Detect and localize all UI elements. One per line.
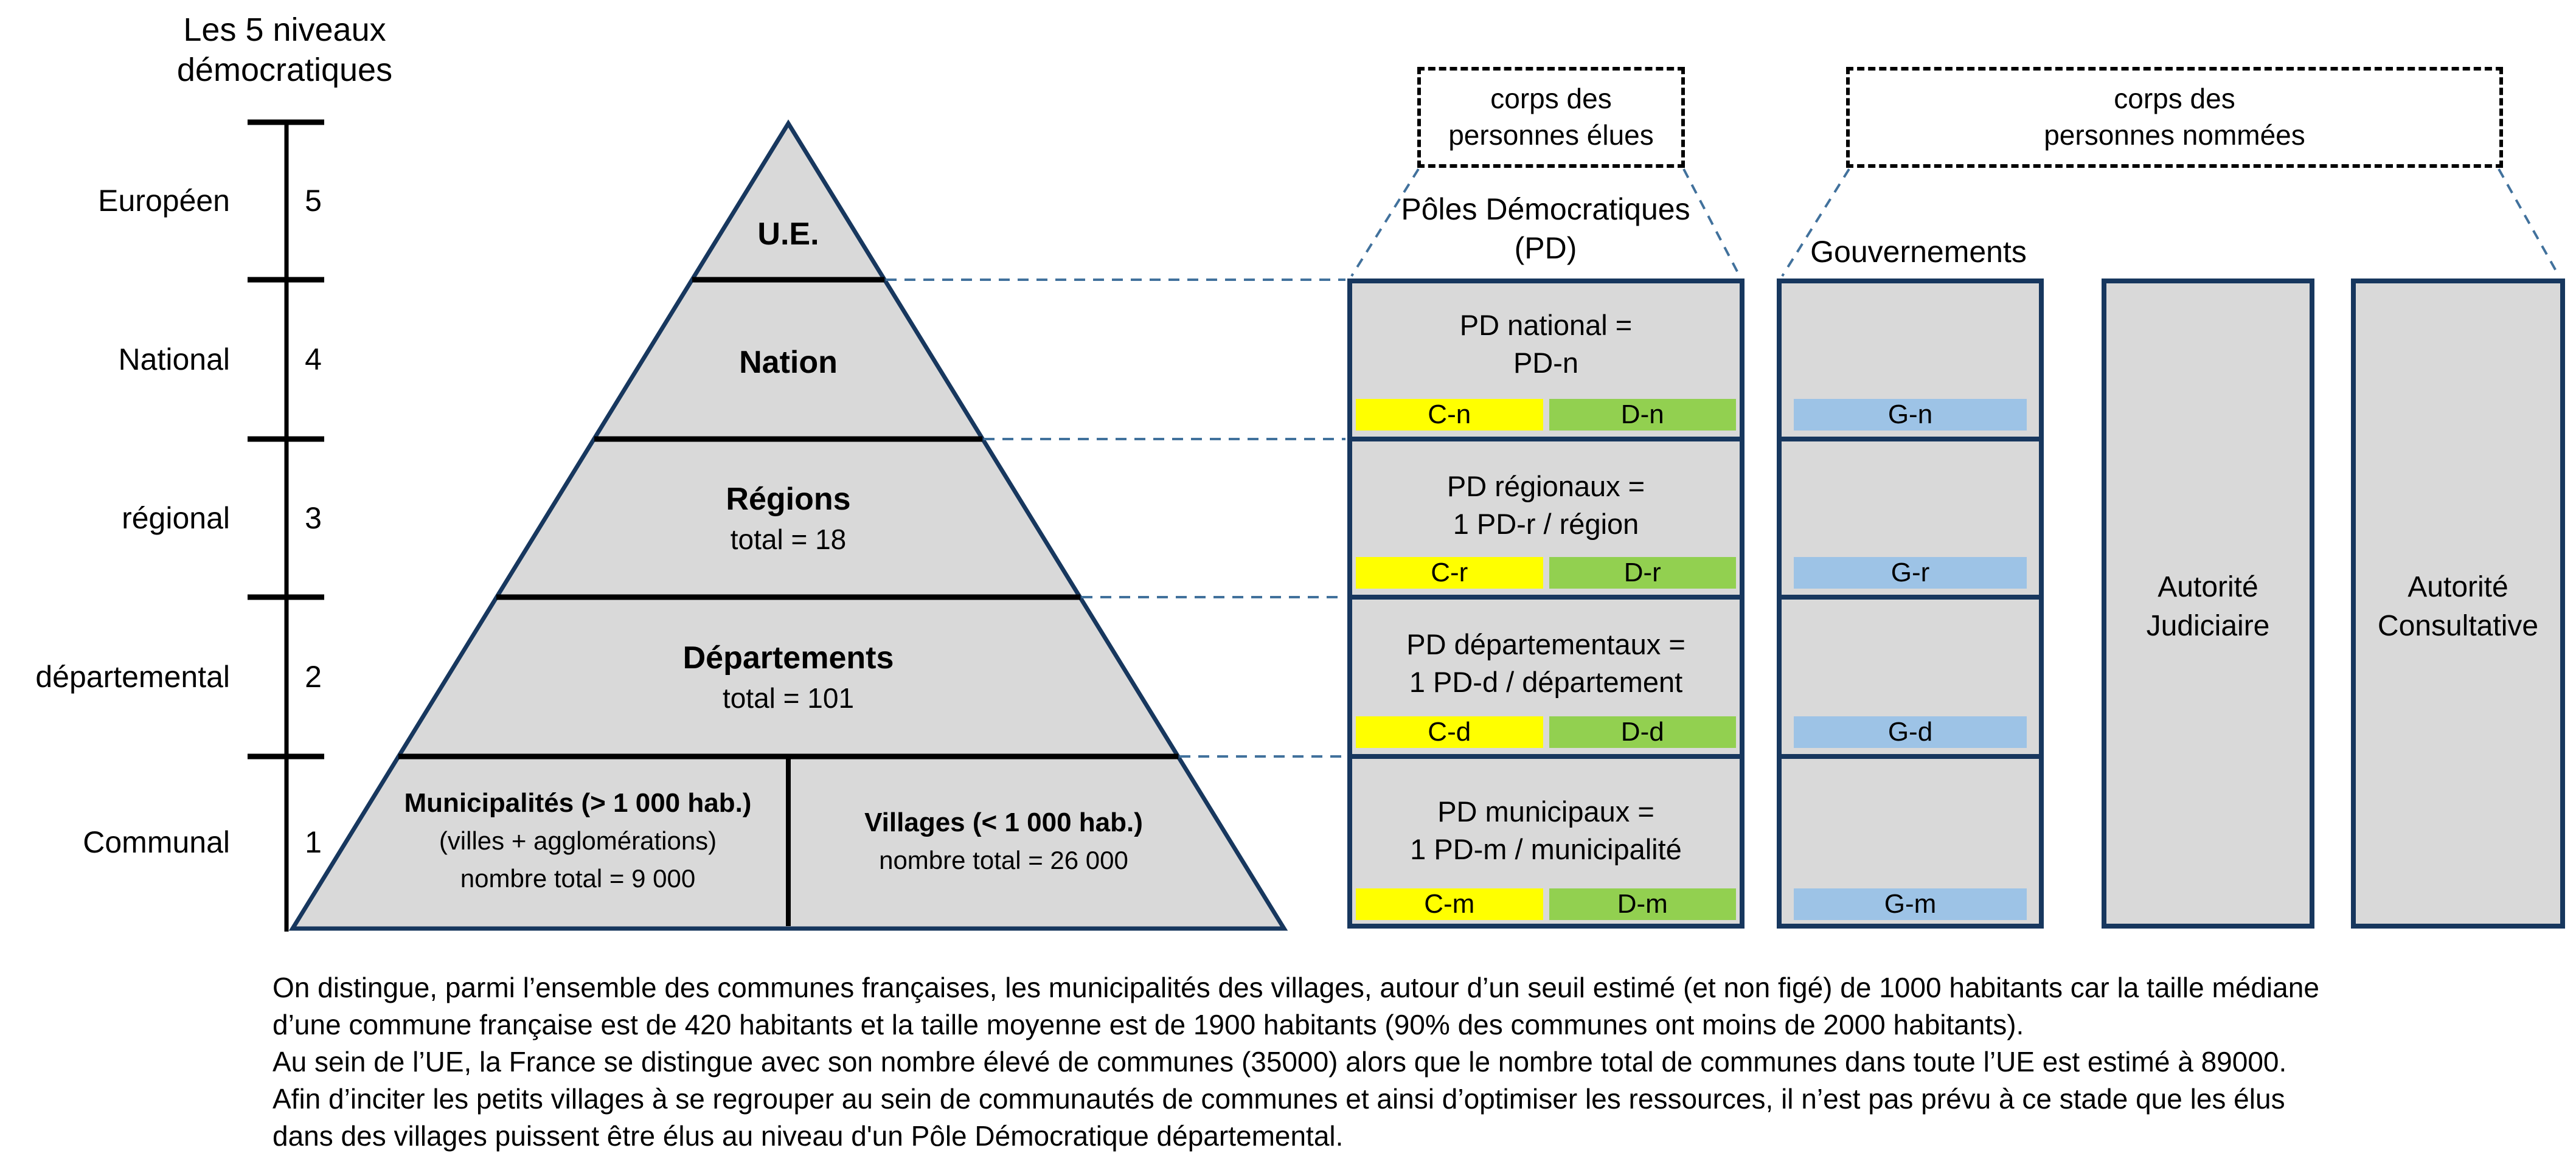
pd-departemental-line2: 1 PD-d / département (1409, 666, 1683, 698)
pyramid-level-regions: Régions (726, 482, 851, 517)
paragraph-line5: dans des villages puissent être élus au … (273, 1120, 1344, 1152)
pyramid-level-departements-total: total = 101 (722, 682, 855, 714)
axis-label-communal: Communal (83, 825, 230, 859)
pd-municipal-line2: 1 PD-m / municipalité (1410, 833, 1682, 865)
d-n-bar: D-n (1549, 399, 1736, 431)
elected-body-line1: corps des (1490, 83, 1612, 114)
g-d-bar: G-d (1794, 716, 2027, 748)
gov-divider-3 (1777, 754, 2044, 759)
municipalites-name: Municipalités (> 1 000 hab.) (404, 788, 752, 818)
pd-regional-line2: 1 PD-r / région (1453, 508, 1639, 540)
elected-body-box: corps des personnes élues (1417, 67, 1685, 168)
pd-bars-regional: C-r D-r (1356, 557, 1736, 589)
pd-national-line1: PD national = (1459, 309, 1633, 341)
page-title-line1: Les 5 niveaux (183, 12, 386, 48)
pd-divider-2 (1347, 595, 1745, 600)
pyramid-level-ue: U.E. (757, 216, 819, 252)
g-r-bar: G-r (1794, 557, 2027, 589)
c-r-bar: C-r (1356, 557, 1543, 589)
villages-name: Villages (< 1 000 hab.) (864, 808, 1143, 837)
gov-column-header: Gouvernements (1810, 235, 2027, 269)
consultative-authority-label: Autorité Consultative (2356, 568, 2560, 646)
pd-cell-departemental-text: PD départementaux = 1 PD-d / département (1352, 626, 1740, 701)
pd-column-header: Pôles Démocratiques (PD) (1375, 190, 1716, 268)
axis-number-5: 5 (305, 184, 322, 218)
page-title-line2: démocratiques (176, 52, 393, 88)
appointed-body-text: corps des personnes nommées (1850, 71, 2499, 153)
pd-divider-3 (1347, 754, 1745, 759)
municipalites-detail1: (villes + agglomérations) (439, 826, 717, 855)
pd-header-line2: (PD) (1514, 231, 1577, 265)
pd-bars-municipal: C-m D-m (1356, 888, 1736, 920)
consultative-authority-column: Autorité Consultative (2351, 279, 2565, 929)
pd-cell-municipal-text: PD municipaux = 1 PD-m / municipalité (1352, 793, 1740, 868)
axis-number-1: 1 (305, 825, 322, 859)
municipalites-detail2: nombre total = 9 000 (460, 864, 696, 893)
pyramid-level-nation: Nation (739, 345, 838, 380)
pd-national-line2: PD-n (1513, 347, 1579, 379)
pd-divider-1 (1347, 437, 1745, 441)
pd-header-line1: Pôles Démocratiques (1401, 192, 1690, 226)
pd-cell-national-text: PD national = PD-n (1352, 306, 1740, 382)
judicial-authority-column: Autorité Judiciaire (2102, 279, 2314, 929)
paragraph-line4: Afin d’inciter les petits villages à se … (273, 1083, 2285, 1115)
axis-number-4: 4 (305, 342, 322, 376)
axis-number-3: 3 (305, 501, 322, 535)
gov-divider-2 (1777, 595, 2044, 600)
gov-column: G-n G-r G-d G-m (1777, 279, 2044, 929)
d-m-bar: D-m (1549, 888, 1736, 920)
axis-label-regional: régional (122, 501, 230, 535)
axis-label-departemental: départemental (35, 660, 230, 694)
consultative-line2: Consultative (2377, 610, 2539, 642)
c-d-bar: C-d (1356, 716, 1543, 748)
paragraph-line3: Au sein de l’UE, la France se distingue … (273, 1046, 2287, 1078)
consultative-line1: Autorité (2408, 571, 2508, 603)
pyramid-level-departements: Départements (682, 640, 894, 676)
pd-regional-line1: PD régionaux = (1446, 470, 1645, 502)
pyramid-cell-villages: Villages (< 1 000 hab.) nombre total = 2… (815, 804, 1192, 879)
villages-detail: nombre total = 26 000 (879, 846, 1128, 874)
judicial-authority-label: Autorité Judiciaire (2106, 568, 2310, 646)
axis-number-2: 2 (305, 660, 322, 694)
appointed-body-line1: corps des (2114, 83, 2235, 114)
explanatory-paragraph: On distingue, parmi l’ensemble des commu… (273, 969, 2572, 1155)
g-m-bar: G-m (1794, 888, 2027, 920)
d-r-bar: D-r (1549, 557, 1736, 589)
page-title: Les 5 niveaux démocratiques (102, 10, 467, 90)
dashed-diagonal-nommees-right (2498, 168, 2560, 277)
judicial-line2: Judiciaire (2146, 610, 2270, 642)
judicial-line1: Autorité (2158, 571, 2258, 603)
pd-column: PD national = PD-n C-n D-n PD régionaux … (1347, 279, 1745, 929)
pd-cell-regional-text: PD régionaux = 1 PD-r / région (1352, 468, 1740, 543)
appointed-body-box: corps des personnes nommées (1846, 67, 2503, 168)
elected-body-text: corps des personnes élues (1421, 71, 1681, 153)
elected-body-line2: personnes élues (1448, 119, 1654, 151)
c-n-bar: C-n (1356, 399, 1543, 431)
paragraph-line1: On distingue, parmi l’ensemble des commu… (273, 972, 2319, 1003)
g-n-bar: G-n (1794, 399, 2027, 431)
d-d-bar: D-d (1549, 716, 1736, 748)
axis-label-national: National (118, 342, 230, 376)
c-m-bar: C-m (1356, 888, 1543, 920)
pd-departemental-line1: PD départementaux = (1406, 628, 1686, 660)
pyramid-cell-municipalites: Municipalités (> 1 000 hab.) (villes + a… (389, 784, 766, 898)
pyramid-level-regions-total: total = 18 (730, 524, 847, 555)
paragraph-line2: d’une commune française est de 420 habit… (273, 1009, 2024, 1040)
axis-label-europeen: Européen (98, 184, 230, 218)
pd-municipal-line1: PD municipaux = (1437, 795, 1654, 828)
pd-bars-national: C-n D-n (1356, 399, 1736, 431)
gov-divider-1 (1777, 437, 2044, 441)
pd-bars-departemental: C-d D-d (1356, 716, 1736, 748)
appointed-body-line2: personnes nommées (2044, 119, 2305, 151)
